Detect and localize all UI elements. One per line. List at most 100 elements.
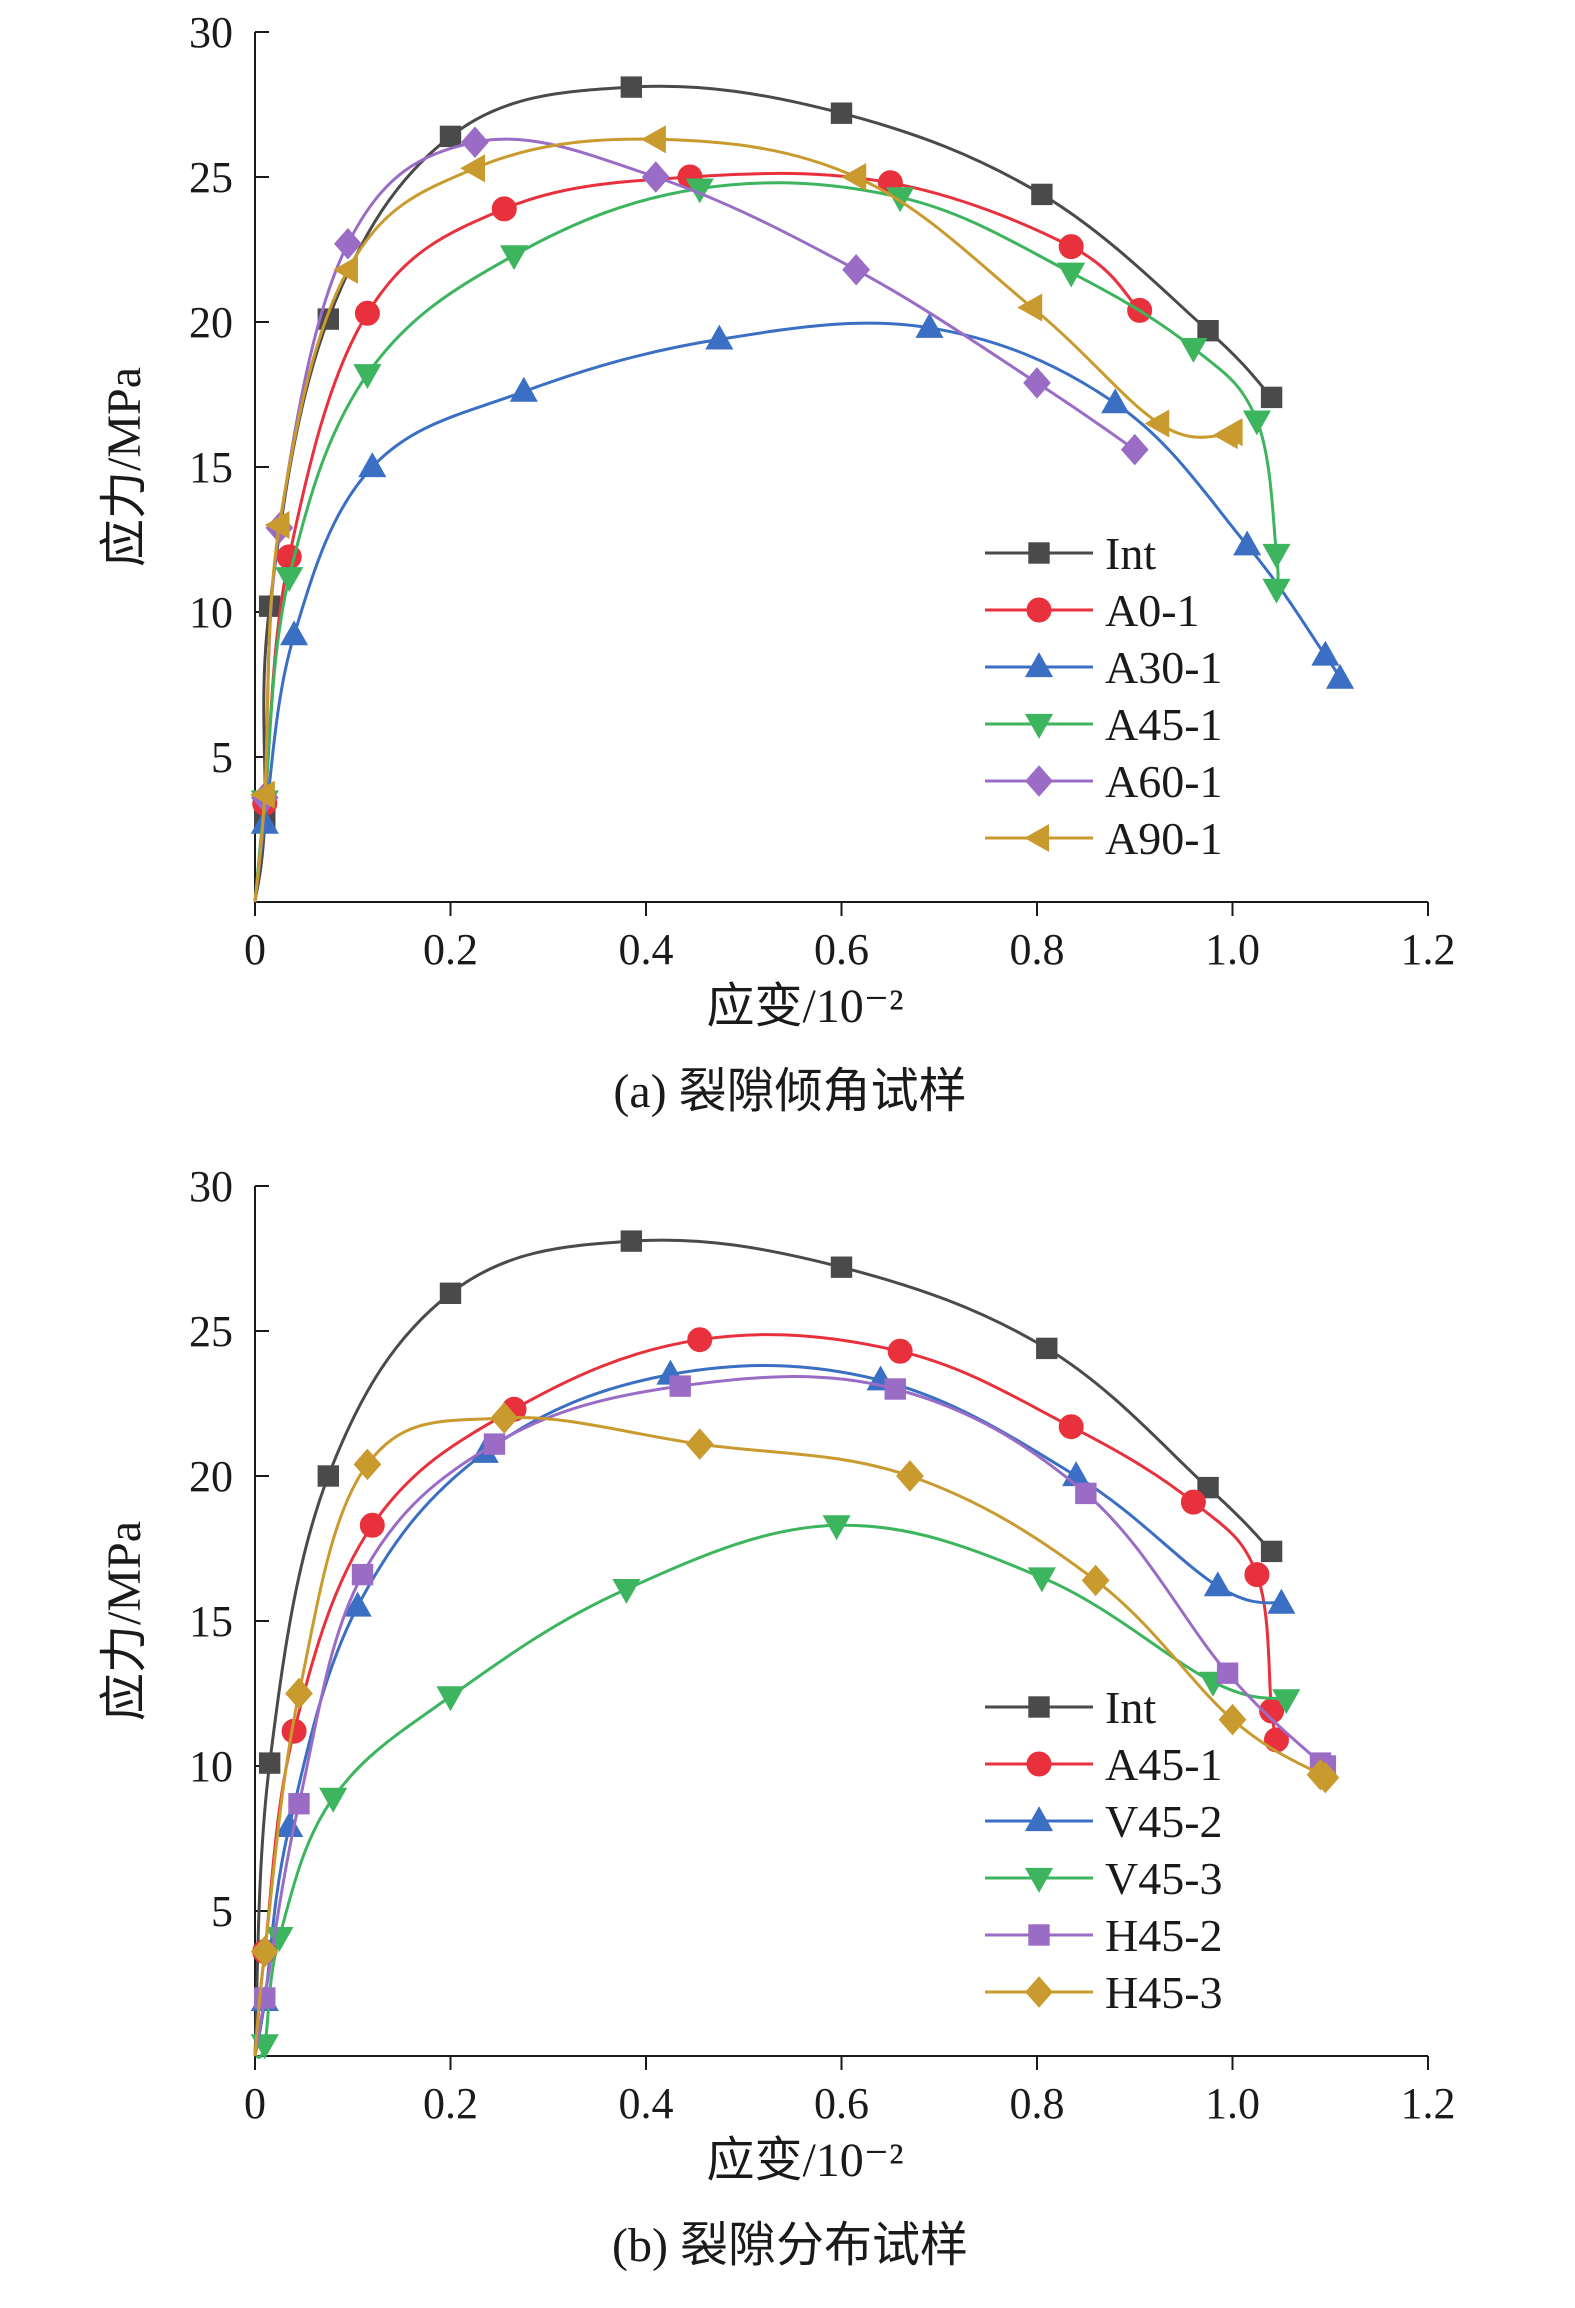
chart-1-legend-marker: [1025, 1976, 1053, 2008]
chart-0-data-point: [280, 620, 309, 646]
chart-0-data-point: [264, 510, 290, 540]
chart-0-legend-marker: [1026, 597, 1052, 623]
chart-1-legend-label: H45-3: [1105, 1967, 1223, 2018]
chart-0-data-point: [1311, 640, 1340, 666]
chart-0-legend: Int A0-1 A30-1 A45-1 A60-1 A90-1: [985, 528, 1223, 864]
chart-1-legend-label: H45-2: [1105, 1910, 1223, 1961]
chart-0-legend-marker: [1024, 652, 1054, 678]
chart-1-legend-label: V45-2: [1105, 1796, 1223, 1847]
chart-1-data-point: [1197, 1476, 1219, 1499]
chart-panel-a: 0 0.2 0.4 0.6 0.8 1.0 1.2 5 10 15 20 25 30 应变/10⁻² 应力/…: [98, 8, 1456, 1118]
chart-0-y-tick-label: 10: [189, 588, 233, 637]
chart-0-data-point: [915, 312, 944, 338]
chart-1-data-point: [1036, 1337, 1058, 1360]
chart-0-data-point: [333, 227, 362, 260]
chart-0-y-tick-label: 20: [189, 298, 233, 347]
chart-1-data-point: [1058, 1414, 1084, 1440]
chart-1-legend-marker: [1028, 1696, 1050, 1718]
chart-1-data-point: [830, 1256, 853, 1278]
chart-1-data-point: [1244, 1562, 1270, 1588]
chart-0-legend-marker: [1025, 765, 1053, 797]
chart-0-data-point: [353, 364, 382, 390]
chart-0-caption: (a) 裂隙倾角试样: [613, 1065, 966, 1118]
chart-0-legend-marker: [1028, 542, 1050, 564]
chart-1-x-tick-label: 0.8: [1010, 2079, 1065, 2128]
chart-1-x-tick-label: 0: [244, 2079, 266, 2128]
chart-1-data-point: [285, 1677, 313, 1710]
chart-0-legend-label: A30-1: [1105, 642, 1223, 693]
chart-1-data-point: [490, 1402, 519, 1434]
chart-0-data-point: [1260, 386, 1283, 409]
chart-0-data-point: [842, 254, 871, 286]
chart-1-series-int: [253, 1230, 1283, 2057]
chart-0-data-point: [358, 452, 387, 478]
chart-0-data-point: [1023, 367, 1051, 399]
chart-0-data-point: [1233, 530, 1262, 556]
chart-b-svg: 0 0.2 0.4 0.6 0.8 1.0 1.2 5 10 15 20 25 30 应变/10⁻² 应力/…: [98, 1162, 1456, 2272]
chart-panel-b: 0 0.2 0.4 0.6 0.8 1.0 1.2 5 10 15 20 25 30 应变/10⁻² 应力/…: [0, 1154, 1575, 2308]
chart-0-data-point: [250, 808, 279, 834]
chart-1-series-group: [250, 1230, 1340, 2060]
chart-1-legend-label: A45-1: [1105, 1739, 1223, 1790]
chart-0-data-point: [1179, 338, 1208, 363]
chart-0-data-point: [1242, 410, 1271, 436]
chart-0-y-tick-label: 15: [189, 443, 233, 492]
chart-1-series-line: [253, 1238, 1273, 2057]
chart-0-series-line: [253, 171, 1141, 903]
chart-0-y-tick-label: 5: [211, 733, 233, 782]
chart-0-series-a30-1: [250, 312, 1355, 903]
chart-1-data-point: [612, 1579, 641, 1604]
chart-0-x-tick-label: 1.0: [1205, 925, 1260, 974]
chart-0-data-point: [249, 780, 275, 809]
chart-1-legend: Int A45-1 V45-2 V45-3 H45-2 H45-3: [985, 1682, 1223, 2018]
chart-0-data-point: [460, 154, 486, 183]
chart-0-data-point: [1197, 320, 1219, 342]
chart-0-legend-label: A90-1: [1105, 813, 1223, 864]
chart-1-x-axis-label: 应变/10⁻²: [706, 2134, 903, 2187]
chart-0-x-tick-label: 0: [244, 925, 266, 974]
chart-0-data-point: [461, 126, 489, 158]
chart-1-data-point: [1180, 1489, 1206, 1515]
chart-1-x-tick-label: 1.2: [1401, 2079, 1456, 2128]
chart-0-data-point: [1031, 183, 1053, 206]
chart-1-data-point: [620, 1230, 643, 1252]
chart-0-series-a90-1: [249, 125, 1243, 903]
chart-0-data-point: [1262, 543, 1291, 569]
chart-1-data-point: [1216, 1662, 1239, 1684]
chart-0-data-point: [640, 125, 666, 154]
chart-0-legend-label: Int: [1105, 528, 1156, 579]
chart-0-x-axis-label: 应变/10⁻²: [706, 980, 903, 1033]
chart-0-series-a0-1: [252, 164, 1153, 903]
chart-0-legend-label: A0-1: [1105, 585, 1200, 636]
chart-0-y-tick-label: 25: [189, 153, 233, 202]
chart-1-x-tick-label: 1.0: [1205, 2079, 1260, 2128]
chart-0-data-point: [641, 161, 670, 193]
chart-1-data-point: [1267, 1588, 1296, 1614]
chart-0-data-point: [830, 102, 853, 124]
chart-0-data-point: [1101, 388, 1130, 414]
chart-0-data-point: [620, 76, 643, 98]
chart-1-data-point: [343, 1591, 372, 1617]
chart-0-data-point: [354, 300, 380, 326]
chart-1-series-h45-3: [250, 1402, 1340, 2057]
chart-0-x-tick-label: 0.4: [619, 925, 674, 974]
chart-0-data-point: [1144, 409, 1170, 438]
chart-0-series-group: [249, 76, 1355, 903]
chart-0-data-point: [841, 162, 867, 192]
chart-1-legend-label: V45-3: [1105, 1853, 1223, 1904]
chart-1-data-point: [1218, 1703, 1247, 1736]
chart-a-svg: 0 0.2 0.4 0.6 0.8 1.0 1.2 5 10 15 20 25 30 应变/10⁻² 应力/…: [98, 8, 1456, 1118]
chart-1-data-point: [250, 1935, 279, 1968]
chart-1-data-point: [1272, 1689, 1301, 1715]
chart-0-data-point: [275, 567, 304, 593]
chart-0-data-point: [1217, 418, 1243, 447]
chart-1-y-tick-label: 15: [189, 1597, 233, 1646]
chart-0-data-point: [1120, 433, 1149, 466]
chart-1-legend-label: Int: [1105, 1682, 1156, 1733]
chart-1-data-point: [1075, 1482, 1097, 1505]
chart-0-x-tick-label: 0.2: [423, 925, 478, 974]
chart-0-data-point: [1058, 234, 1084, 260]
chart-1-data-point: [351, 1563, 374, 1586]
chart-1-data-point: [317, 1465, 340, 1487]
chart-0-legend-label: A60-1: [1105, 756, 1223, 807]
